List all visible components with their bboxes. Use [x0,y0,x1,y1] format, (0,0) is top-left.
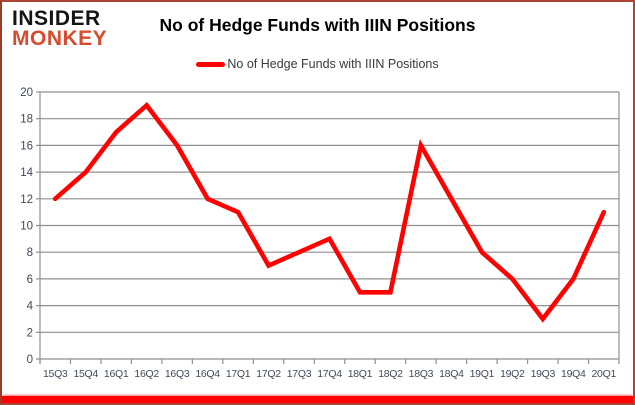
y-tick-label: 14 [20,167,33,179]
chart-title: No of Hedge Funds with IIIN Positions [159,15,476,35]
y-tick-label: 10 [20,221,33,233]
x-tick-label: 18Q3 [409,368,434,380]
x-tick-label: 20Q1 [592,368,617,380]
y-tick-label: 16 [20,140,33,152]
y-tick-label: 6 [27,274,33,286]
x-tick-label: 18Q1 [348,368,373,380]
y-tick-label: 18 [20,114,33,126]
x-tick-label: 15Q3 [43,368,68,380]
y-tick-label: 8 [27,247,33,259]
x-tick-label: 16Q1 [104,368,129,380]
logo-word-insider: INSIDER [12,7,101,30]
x-tick-label: 17Q4 [317,368,342,380]
legend-line-swatch [196,61,226,67]
legend-label: No of Hedge Funds with IIIN Positions [227,57,439,71]
x-tick-label: 15Q4 [73,368,98,380]
x-tick-label: 17Q3 [287,368,312,380]
x-tick-label: 19Q4 [561,368,586,380]
logo-word-monkey: MONKEY [12,26,108,50]
bottom-red-bar [2,396,633,403]
y-tick-label: 4 [27,301,34,313]
insider-monkey-logo: INSIDER MONKEY [12,7,108,50]
y-tick-label: 12 [20,194,33,206]
x-tick-label: 17Q2 [256,368,281,380]
y-tick-label: 0 [27,354,33,366]
line-chart: 0 2 4 6 8 10 12 14 16 18 20 15Q3 15Q4 16Q1 16Q2 16Q3 16Q… [20,87,620,380]
y-tick-label: 2 [27,327,33,339]
data-line [52,101,607,323]
y-tick-label: 20 [20,87,33,99]
x-tick-label: 18Q4 [439,368,464,380]
x-tick-label: 19Q1 [470,368,495,380]
x-tick-label: 16Q2 [134,368,159,380]
x-tick-label: 16Q3 [165,368,190,380]
x-tick-label: 18Q2 [378,368,403,380]
x-tick-label: 17Q1 [226,368,251,380]
legend: No of Hedge Funds with IIIN Positions [2,57,633,71]
x-tick-label: 16Q4 [195,368,220,380]
x-tick-label: 19Q2 [500,368,525,380]
x-tick-label: 19Q3 [531,368,556,380]
